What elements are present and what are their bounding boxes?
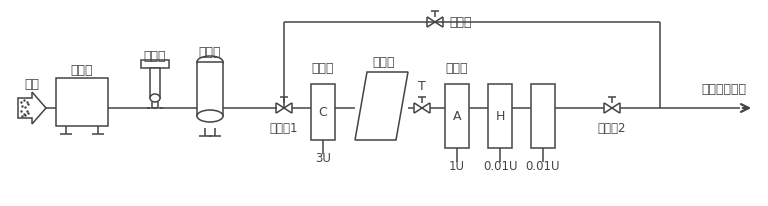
Text: 后冷器: 后冷器 bbox=[144, 49, 166, 62]
Text: 修理阀1: 修理阀1 bbox=[270, 122, 298, 135]
Bar bbox=[488, 84, 512, 148]
Bar bbox=[56, 78, 108, 126]
Text: 空压机: 空压机 bbox=[71, 64, 93, 77]
Text: 过滤器: 过滤器 bbox=[312, 62, 334, 75]
Text: 0.01U: 0.01U bbox=[483, 159, 518, 172]
Polygon shape bbox=[355, 72, 408, 140]
Text: 贮气罐: 贮气罐 bbox=[199, 46, 221, 59]
Text: 0.01U: 0.01U bbox=[526, 159, 560, 172]
Text: C: C bbox=[319, 105, 327, 118]
Text: 1U: 1U bbox=[449, 159, 465, 172]
Ellipse shape bbox=[197, 110, 223, 122]
Text: 旁路阀: 旁路阀 bbox=[449, 15, 472, 28]
Polygon shape bbox=[18, 92, 46, 124]
Bar bbox=[311, 84, 335, 140]
Bar bbox=[445, 84, 469, 148]
Text: 冷干机: 冷干机 bbox=[372, 55, 395, 69]
Text: 净化压缩空气: 净化压缩空气 bbox=[701, 83, 746, 96]
Bar bbox=[150, 68, 160, 98]
Text: A: A bbox=[453, 110, 462, 123]
Bar bbox=[141, 60, 169, 68]
Text: 过滤器: 过滤器 bbox=[445, 62, 468, 75]
Text: H: H bbox=[495, 110, 505, 123]
Text: 修理阀2: 修理阀2 bbox=[598, 122, 626, 135]
Text: 3U: 3U bbox=[315, 151, 331, 165]
Bar bbox=[197, 62, 223, 116]
Text: T: T bbox=[418, 80, 426, 93]
Bar bbox=[531, 84, 555, 148]
Text: 大气: 大气 bbox=[25, 77, 39, 90]
Ellipse shape bbox=[150, 94, 160, 102]
Ellipse shape bbox=[197, 56, 223, 68]
